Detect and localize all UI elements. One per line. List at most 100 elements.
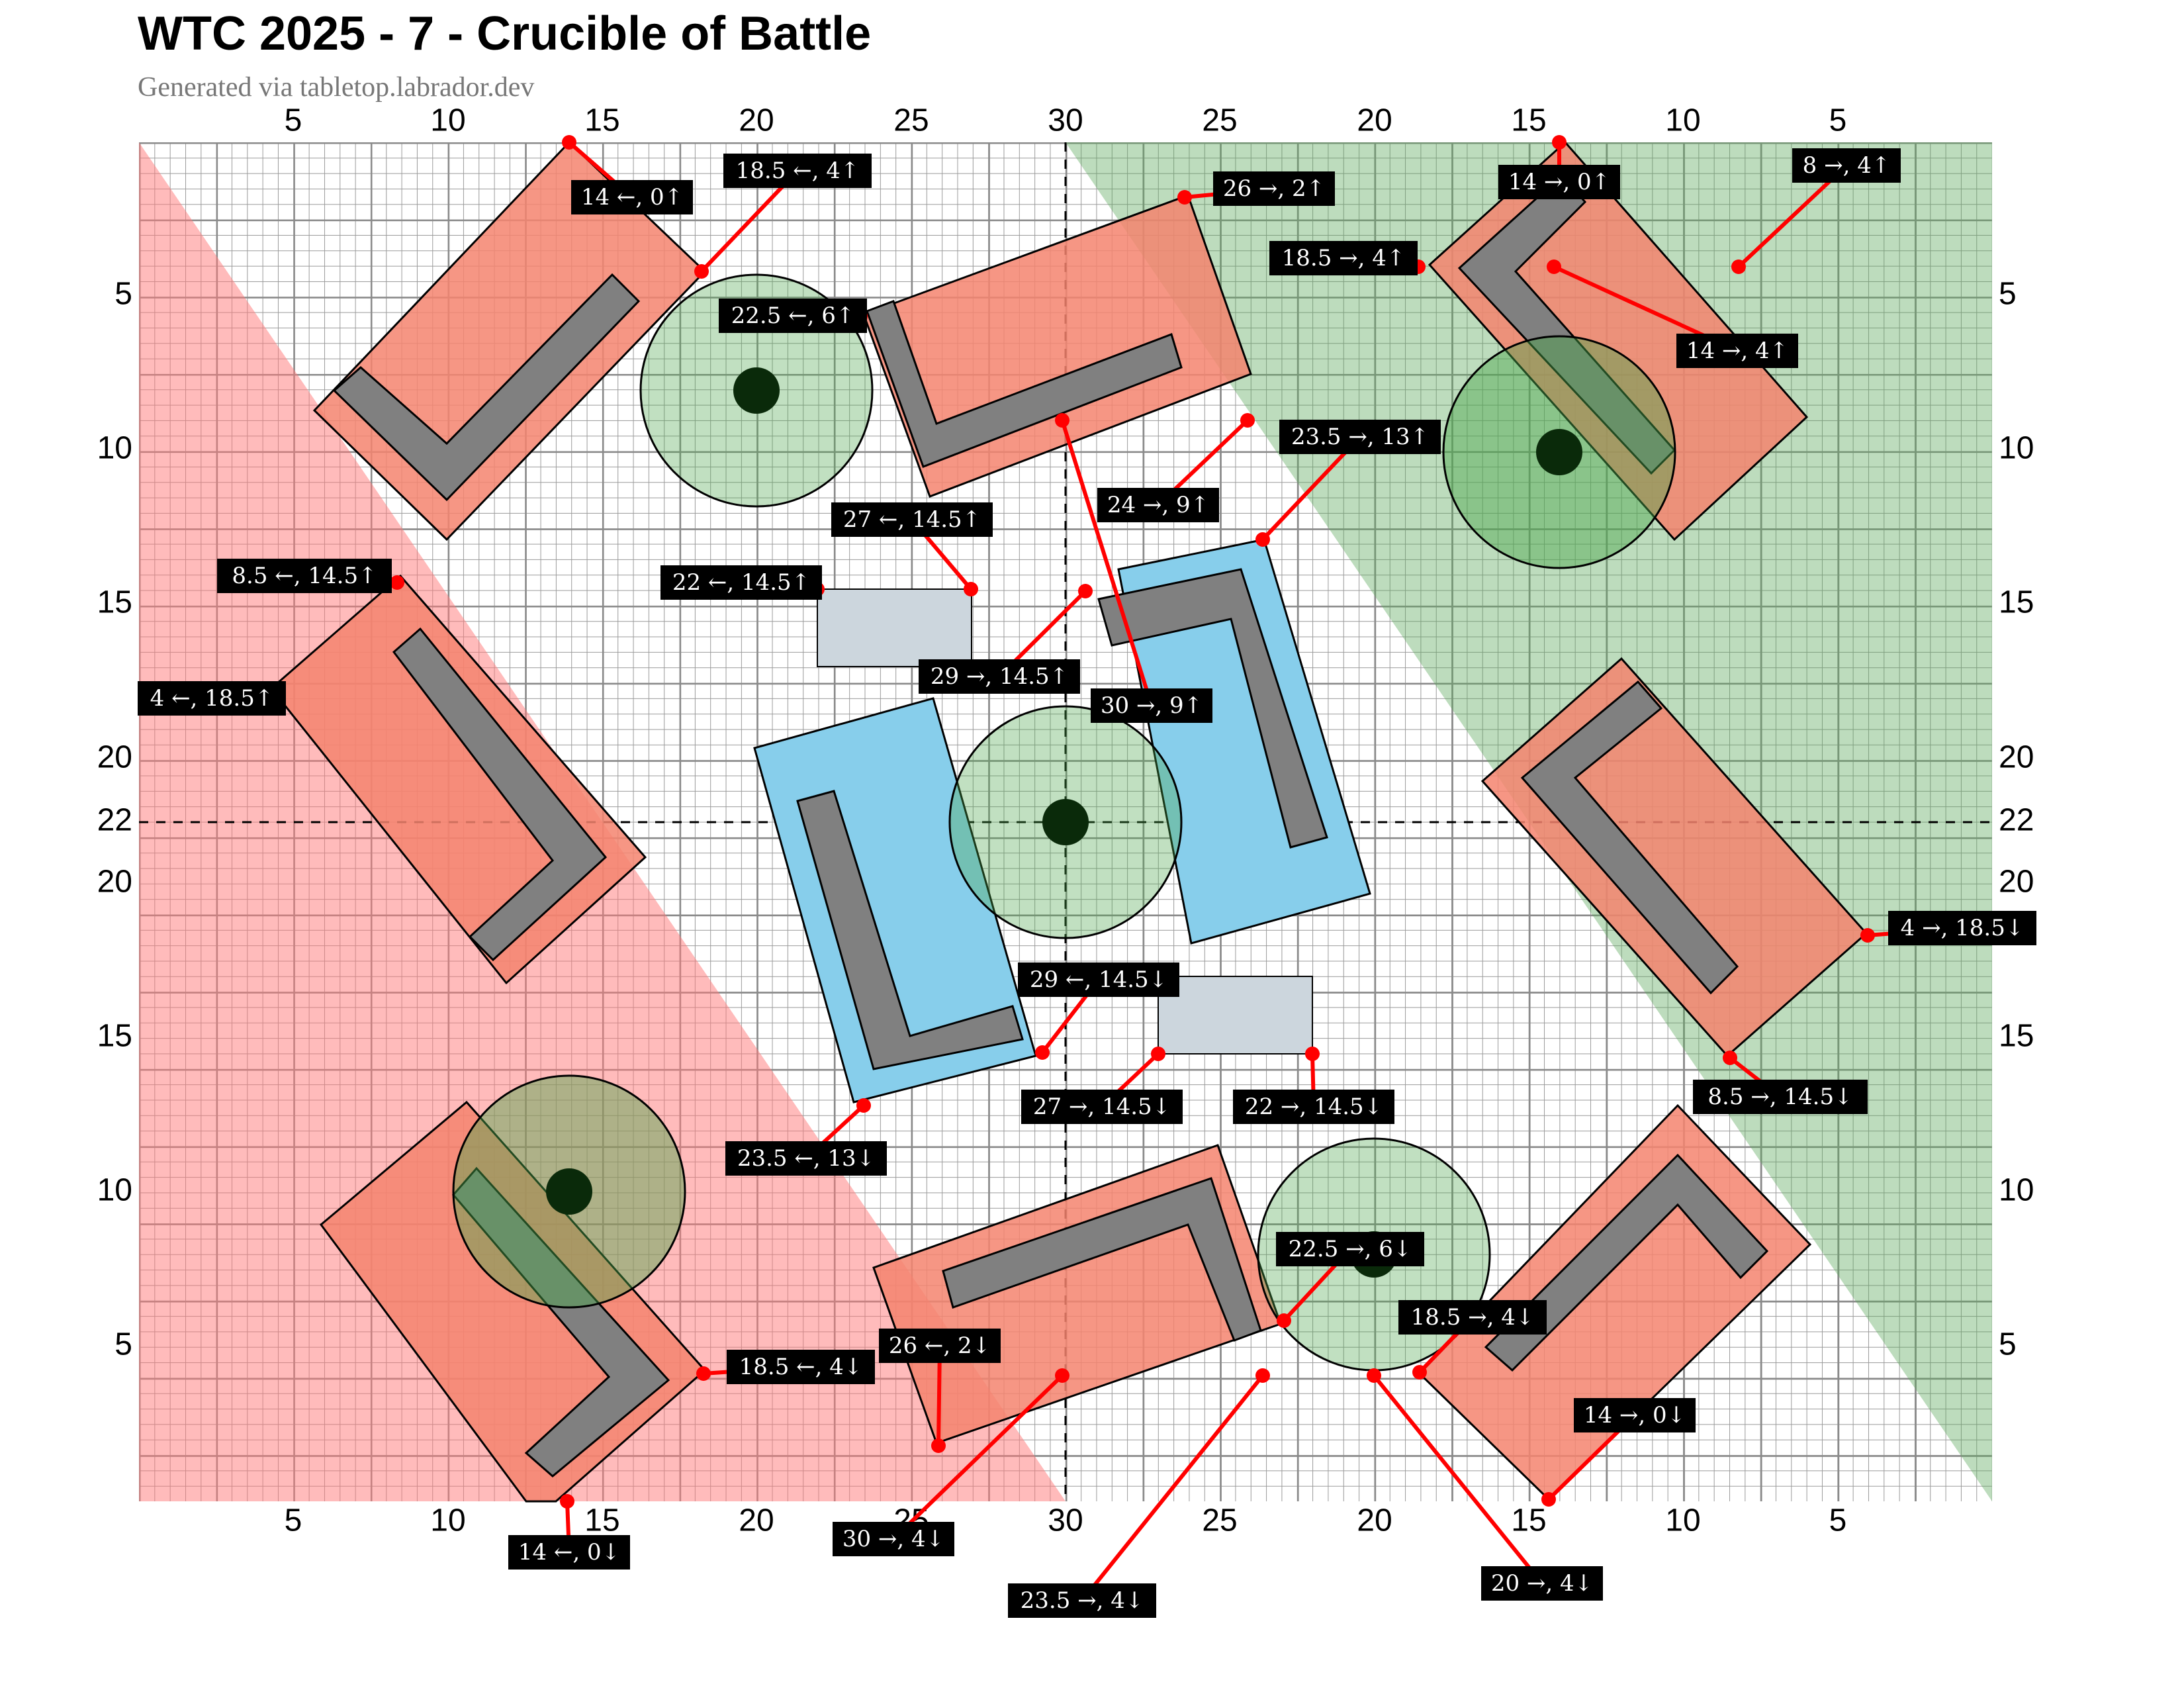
right-tick-label: 22 bbox=[1999, 803, 2034, 838]
measurement-point bbox=[1552, 135, 1567, 150]
right-tick-label: 5 bbox=[1999, 1327, 2017, 1362]
measurement-label-bg bbox=[508, 1535, 630, 1570]
measurement-point bbox=[1367, 1368, 1381, 1383]
measurement: 14 ←, 0↓ bbox=[508, 1494, 630, 1570]
measurement-point bbox=[1277, 1313, 1291, 1328]
measurement-label: 22 ←, 14.5↑ bbox=[672, 569, 810, 596]
measurement-label: 8.5 →, 14.5↓ bbox=[1707, 1084, 1852, 1110]
measurement-point bbox=[1255, 532, 1270, 547]
measurement-label-bg bbox=[217, 559, 392, 593]
measurement-point bbox=[694, 264, 709, 279]
measurement: 26 ←, 2↓ bbox=[879, 1329, 1001, 1453]
measurement-line bbox=[1080, 1374, 1265, 1602]
bottom-tick-label: 10 bbox=[1665, 1503, 1700, 1538]
measurement: 24 →, 9↑ bbox=[1097, 413, 1255, 522]
crate bbox=[1158, 976, 1313, 1055]
measurement-point bbox=[1177, 190, 1192, 205]
objective-marker bbox=[452, 1074, 686, 1309]
measurement-label: 27 ←, 14.5↑ bbox=[843, 506, 981, 533]
measurement-point bbox=[1860, 928, 1875, 943]
measurement-label: 23.5 ←, 13↓ bbox=[737, 1145, 875, 1172]
measurement-label-bg bbox=[719, 299, 867, 333]
measurement-label: 26 ←, 2↓ bbox=[889, 1333, 991, 1359]
measurement: 30 →, 4↓ bbox=[833, 1368, 1069, 1556]
top-tick-label: 15 bbox=[584, 103, 619, 138]
measurement-label: 8 →, 4↑ bbox=[1803, 152, 1891, 179]
measurement-label: 30 →, 4↓ bbox=[842, 1526, 944, 1552]
measurement-label-bg bbox=[1279, 420, 1441, 454]
measurement-point bbox=[1240, 413, 1255, 428]
top-tick-label: 10 bbox=[1665, 103, 1700, 138]
bottom-tick-label: 15 bbox=[584, 1503, 619, 1538]
measurement-label-bg bbox=[879, 1329, 1001, 1363]
measurement-point bbox=[1055, 413, 1069, 428]
measurement-point bbox=[931, 1438, 946, 1453]
measurement: 29 →, 14.5↑ bbox=[919, 584, 1093, 694]
measurement: 27 →, 14.5↓ bbox=[1021, 1047, 1183, 1124]
measurement-label-bg bbox=[1792, 148, 1901, 183]
measurement: 29 ←, 14.5↓ bbox=[1018, 962, 1179, 1060]
measurement-label: 8.5 ←, 14.5↑ bbox=[232, 563, 377, 589]
measurement-point bbox=[562, 135, 576, 150]
measurement: 22.5 ←, 6↑ bbox=[719, 299, 868, 333]
top-tick-label: 25 bbox=[1202, 103, 1237, 138]
measurement: 18.5 ←, 4↓ bbox=[696, 1350, 875, 1384]
measurement-label: 18.5 →, 4↑ bbox=[1282, 245, 1406, 271]
measurement-line bbox=[1060, 420, 1154, 706]
bottom-tick-label: 15 bbox=[1511, 1503, 1546, 1538]
measurement: 14 →, 4↑ bbox=[1547, 259, 1798, 368]
blue-ruin bbox=[753, 697, 1037, 1103]
measurement: 8.5 →, 14.5↓ bbox=[1693, 1051, 1868, 1114]
top-tick-label: 25 bbox=[893, 103, 929, 138]
measurement: 8 →, 4↑ bbox=[1731, 148, 1901, 274]
right-tick-label: 15 bbox=[1999, 1019, 2034, 1054]
bottom-tick-label: 20 bbox=[1357, 1503, 1392, 1538]
bottom-tick-label: 5 bbox=[1829, 1503, 1847, 1538]
left-tick-label: 15 bbox=[97, 1019, 132, 1054]
axis-ticks: 5101520253025201510551015202530252015105… bbox=[97, 103, 2034, 1538]
measurement-point bbox=[1255, 1368, 1270, 1383]
left-tick-label: 20 bbox=[97, 865, 132, 900]
measurement-label-bg bbox=[1276, 1232, 1424, 1266]
left-tick-label: 20 bbox=[97, 740, 132, 775]
measurement-label-bg bbox=[1676, 334, 1798, 368]
right-tick-label: 10 bbox=[1999, 1173, 2034, 1208]
measurement: 18.5 →, 4↑ bbox=[1269, 241, 1426, 275]
ruin bbox=[862, 194, 1252, 498]
measurement-label-bg bbox=[1481, 1566, 1603, 1601]
measurement-label-bg bbox=[1021, 1090, 1183, 1124]
measurement-label-bg bbox=[831, 502, 993, 537]
ruin bbox=[269, 574, 647, 985]
measurement-label: 20 →, 4↓ bbox=[1491, 1570, 1593, 1597]
page-subtitle: Generated via tabletop.labrador.dev bbox=[138, 72, 534, 103]
measurement-label-bg bbox=[723, 154, 872, 188]
measurement-label-bg bbox=[1233, 1090, 1394, 1124]
measurement-label-bg bbox=[138, 681, 286, 716]
measurement: 23.5 ←, 13↓ bbox=[725, 1098, 887, 1176]
right-tick-label: 20 bbox=[1999, 865, 2034, 900]
measurement: 4 ←, 18.5↑ bbox=[138, 681, 286, 716]
bottom-tick-label: 20 bbox=[739, 1503, 774, 1538]
measurement: 8.5 ←, 14.5↑ bbox=[217, 559, 404, 593]
measurement-point bbox=[1723, 1051, 1737, 1065]
measurement-label-bg bbox=[1498, 165, 1620, 199]
measurement: 23.5 →, 13↑ bbox=[1255, 420, 1441, 547]
measurement: 14 →, 0↑ bbox=[1498, 135, 1620, 199]
ruin bbox=[319, 1100, 707, 1503]
measurement-label-bg bbox=[727, 1350, 875, 1384]
measurement-line bbox=[891, 1374, 1064, 1541]
blue-ruin bbox=[1097, 538, 1371, 945]
measurement-point bbox=[1055, 1368, 1069, 1383]
measurement: 20 →, 4↓ bbox=[1367, 1368, 1603, 1601]
right-tick-label: 20 bbox=[1999, 740, 2034, 775]
measurement-label-bg bbox=[1213, 171, 1335, 206]
measurement-label: 14 →, 0↑ bbox=[1508, 169, 1610, 195]
measurement: 27 ←, 14.5↑ bbox=[831, 502, 993, 596]
measurement-label: 22 →, 14.5↓ bbox=[1245, 1094, 1383, 1120]
measurement-line bbox=[1372, 1374, 1544, 1585]
measurement: 18.5 →, 4↓ bbox=[1398, 1300, 1547, 1380]
measurement-label: 26 →, 2↑ bbox=[1223, 175, 1325, 202]
bottom-tick-label: 10 bbox=[430, 1503, 465, 1538]
measurement: 14 →, 0↓ bbox=[1541, 1398, 1696, 1507]
